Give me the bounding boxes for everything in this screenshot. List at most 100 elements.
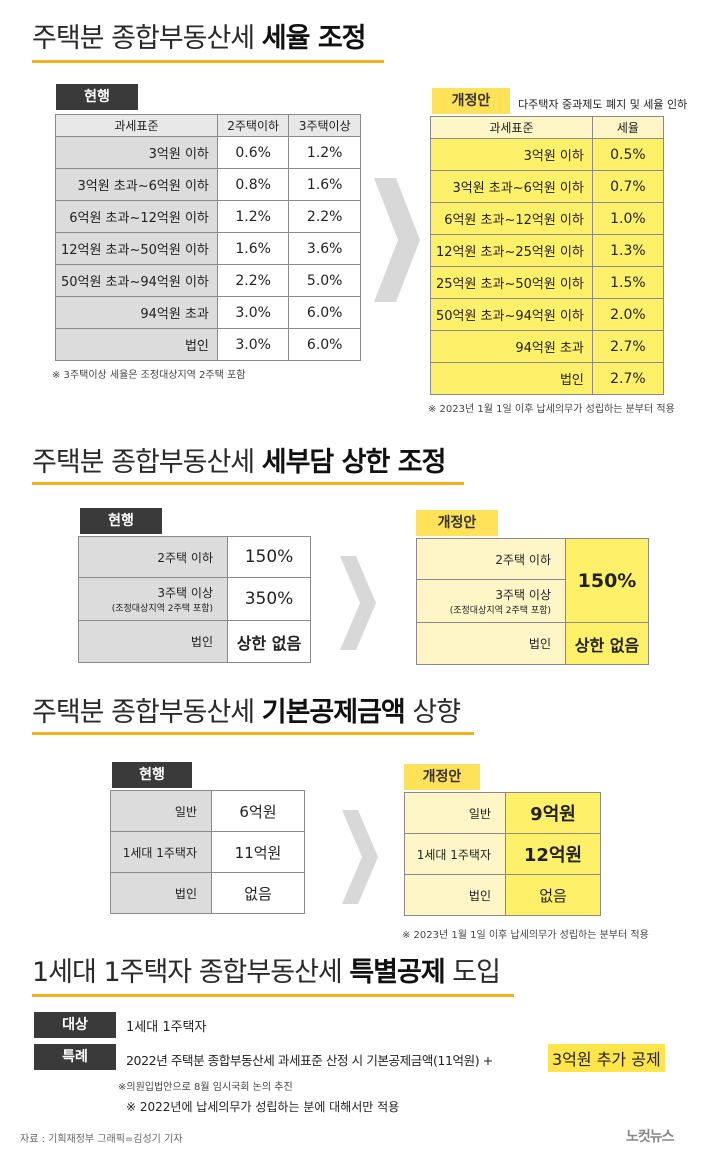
- row-value: 0.5%: [591, 138, 665, 171]
- sec3-current-table: 일반 6억원 1세대 1주택자 11억원 법인 없음: [110, 790, 305, 914]
- sec1-new-subtitle: 다주택자 중과제도 폐지 및 세율 인하: [518, 98, 688, 111]
- cell-text: 3주택 이상: [495, 588, 551, 602]
- table-row: 3억원 이하 0.5%: [430, 138, 665, 171]
- cell-text: 350%: [244, 589, 294, 609]
- row-label: 12억원 초과~50억원 이하: [55, 232, 218, 265]
- row-value: 2.7%: [591, 362, 665, 395]
- header-cell: 과세표준: [55, 114, 218, 137]
- row-value: 1.2%: [216, 200, 290, 233]
- footer-source: 자료 : 기획재정부 그래픽=김성기 기자: [20, 1134, 183, 1145]
- row-value: 5.0%: [288, 264, 361, 297]
- row-label: 12억원 초과~25억원 이하: [430, 234, 593, 267]
- sec2-cur-label-1: 2주택 이하: [78, 536, 228, 578]
- row-value: 1.6%: [288, 168, 361, 201]
- section3-title-text: 주택분 종합부동산세: [32, 697, 262, 728]
- row-value: 2.0%: [591, 298, 665, 331]
- sec4-target-tag: 대상: [34, 1012, 116, 1038]
- table-row: 50억원 초과~94억원 이하 2.2% 5.0%: [55, 264, 361, 297]
- row-label: 6억원 초과~12억원 이하: [430, 202, 593, 235]
- row-label: 25억원 초과~50억원 이하: [430, 266, 593, 299]
- section3-underline: [32, 732, 474, 735]
- row-value: 0.8%: [216, 168, 290, 201]
- table-row: 94억원 초과 3.0% 6.0%: [55, 296, 361, 329]
- sec2-cur-label-3: 법인: [78, 620, 228, 663]
- row-label: 법인: [110, 872, 212, 914]
- table-row: 3억원 이하 0.6% 1.2%: [55, 136, 361, 169]
- row-value: 2.2%: [216, 264, 290, 297]
- sec1-new-tag: 개정안: [432, 88, 510, 114]
- section1-title-bold: 세율 조정: [261, 23, 367, 54]
- row-label: 3억원 이하: [55, 136, 218, 169]
- cell-text: 상한 없음: [236, 633, 302, 653]
- section2-title-bold: 세부담 상한 조정: [261, 447, 447, 478]
- row-value: 없음: [505, 874, 601, 916]
- row-label: 94억원 초과: [55, 296, 218, 329]
- row-value: 6억원: [211, 790, 305, 832]
- arrow-right-icon: [342, 810, 378, 904]
- sec2-new-merged-val: 150%: [565, 538, 649, 623]
- row-value: 2.2%: [288, 200, 361, 233]
- sec2-cur-val-2: 350%: [227, 577, 311, 621]
- header-cell: 2주택이하: [216, 114, 290, 137]
- arrow-right-icon: [340, 556, 376, 650]
- section4-title-post: 도입: [444, 957, 501, 988]
- section1-title-text: 주택분 종합부동산세: [32, 23, 262, 54]
- header-cell: 과세표준: [430, 116, 593, 139]
- table-row: 25억원 초과~50억원 이하 1.5%: [430, 266, 665, 299]
- row-label: 법인: [404, 874, 506, 916]
- sec4-target-text: 1세대 1주택자: [126, 1020, 207, 1035]
- row-label: 94억원 초과: [430, 330, 593, 363]
- cell-text: 2주택 이하: [495, 552, 551, 567]
- table-row: 3억원 초과~6억원 이하 0.7%: [430, 170, 665, 203]
- row-label: 1세대 1주택자: [110, 831, 212, 873]
- table-row: 50억원 초과~94억원 이하 2.0%: [430, 298, 665, 331]
- section3-title-bold: 기본공제금액: [261, 697, 406, 728]
- row-label: 3억원 초과~6억원 이하: [430, 170, 593, 203]
- section4-title: 1세대 1주택자 종합부동산세 특별공제 도입: [32, 956, 501, 990]
- row-value: 1.5%: [591, 266, 665, 299]
- cell-text: 법인: [190, 635, 213, 649]
- cell-text: 상한 없음: [574, 635, 640, 655]
- sec1-current-table: 과세표준 2주택이하 3주택이상 3억원 이하 0.6% 1.2% 3억원 초과~6억…: [55, 114, 361, 361]
- sec1-current-tag: 현행: [56, 84, 138, 110]
- row-value: 3.6%: [288, 232, 361, 265]
- sec3-new-note: ※ 2023년 1월 1일 이후 납세의무가 성립하는 분부터 적용: [402, 930, 649, 941]
- sec2-cur-val-1: 150%: [227, 536, 311, 578]
- nocut-logo: 노컷뉴스: [626, 1129, 675, 1145]
- row-value: 12억원: [505, 833, 601, 875]
- sec2-new-val-3: 상한 없음: [565, 622, 649, 665]
- section4-underline: [32, 994, 514, 997]
- section4-title-text: 1세대 1주택자 종합부동산세: [32, 957, 350, 988]
- row-label: 법인: [55, 328, 218, 361]
- sec2-new-label-3: 법인: [416, 622, 566, 665]
- row-value: 2.7%: [591, 330, 665, 363]
- sec4-note1: ※의원입법안으로 8월 임시국회 논의 추진: [118, 1082, 293, 1093]
- row-value: 0.6%: [216, 136, 290, 169]
- section2-underline: [32, 482, 464, 485]
- row-value: 11억원: [211, 831, 305, 873]
- sec3-new-table: 일반 9억원 1세대 1주택자 12억원 법인 없음: [404, 792, 601, 916]
- row-value: 1.3%: [591, 234, 665, 267]
- row-value: 1.6%: [216, 232, 290, 265]
- sec3-new-tag: 개정안: [404, 764, 480, 790]
- row-value: 3.0%: [216, 296, 290, 329]
- row-label: 일반: [404, 792, 506, 834]
- sec3-current-tag: 현행: [112, 762, 192, 788]
- cell-text: 3주택 이상: [157, 586, 213, 600]
- sec4-note2: ※ 2022년에 납세의무가 성립하는 분에 대해서만 적용: [126, 1100, 400, 1114]
- row-label: 50억원 초과~94억원 이하: [430, 298, 593, 331]
- cell-subtext: (조정대상지역 2주택 포함): [111, 604, 213, 614]
- table-row: 6억원 초과~12억원 이하 1.0%: [430, 202, 665, 235]
- sec4-special-highlight: 3억원 추가 공제: [548, 1044, 665, 1072]
- table-row: 12억원 초과~25억원 이하 1.3%: [430, 234, 665, 267]
- row-value: 없음: [211, 872, 305, 914]
- sec2-current-tag: 현행: [80, 508, 162, 534]
- table-row: 3억원 초과~6억원 이하 0.8% 1.6%: [55, 168, 361, 201]
- sec2-cur-val-3: 상한 없음: [227, 620, 311, 663]
- sec1-new-note: ※ 2023년 1월 1일 이후 납세의무가 성립하는 분부터 적용: [428, 404, 675, 415]
- cell-text: 150%: [577, 569, 637, 592]
- row-label: 50억원 초과~94억원 이하: [55, 264, 218, 297]
- section2-title: 주택분 종합부동산세 세부담 상한 조정: [32, 446, 447, 480]
- table-row: 법인 2.7%: [430, 362, 665, 395]
- sec2-cur-label-2: 3주택 이상 (조정대상지역 2주택 포함): [78, 577, 228, 621]
